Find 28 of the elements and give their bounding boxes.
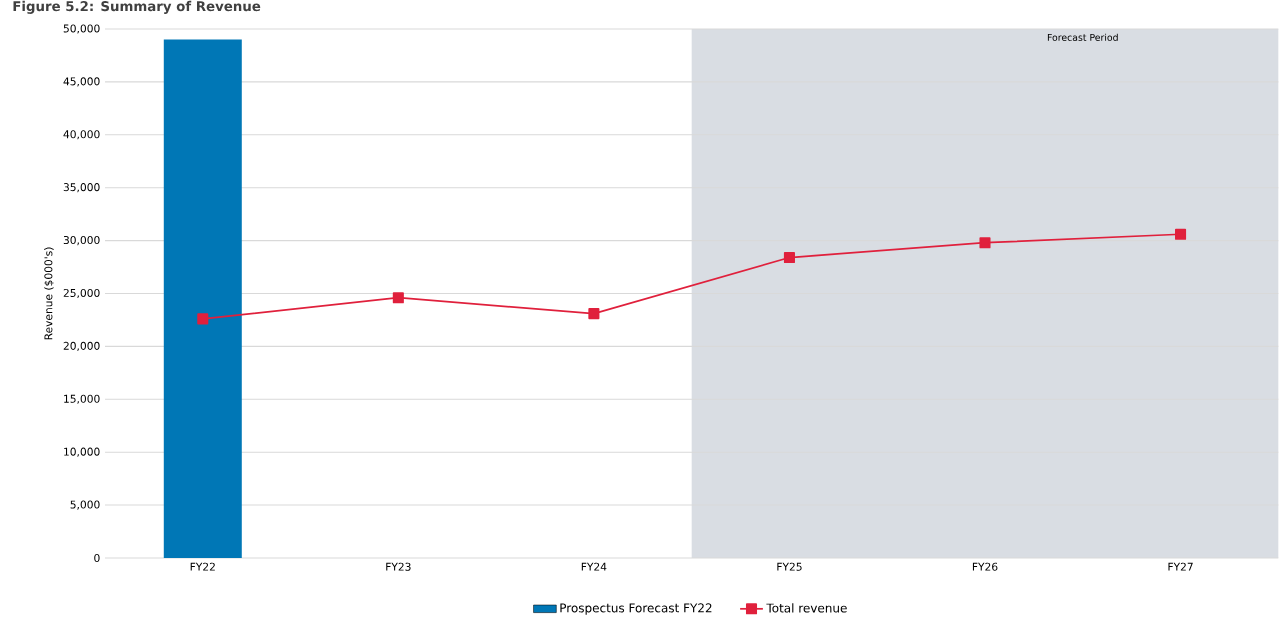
- y-tick-label: 20,000: [63, 341, 100, 351]
- y-tick-label: 50,000: [63, 24, 100, 34]
- y-tick-label: 5,000: [70, 500, 100, 510]
- y-tick-label: 30,000: [63, 236, 100, 246]
- y-tick-label: 40,000: [63, 130, 100, 140]
- x-tick-label: FY22: [190, 562, 215, 571]
- point: [979, 237, 991, 249]
- y-tick-label: 45,000: [63, 77, 100, 87]
- point: [1175, 228, 1187, 240]
- annotation: Forecast Period: [1047, 33, 1118, 41]
- x-tick-label: FY25: [777, 562, 802, 571]
- point: [588, 308, 600, 320]
- y-axis-title: Revenue ($000's): [44, 247, 54, 340]
- chart-title: Figure 5.2: Summary of Revenue: [13, 0, 261, 14]
- x-tick-label: FY23: [386, 562, 411, 571]
- legend-label: Prospectus Forecast FY22: [560, 603, 712, 615]
- point: [392, 292, 404, 304]
- y-tick-label: 25,000: [63, 288, 100, 299]
- y-tick-label: 35,000: [63, 183, 100, 193]
- y-tick-label: 10,000: [64, 447, 100, 457]
- x-tick-label: FY26: [972, 562, 998, 571]
- y-tick-label: 15,000: [64, 394, 100, 404]
- point: [197, 313, 209, 325]
- legend-label: Total revenue: [766, 603, 847, 613]
- x-tick-label: FY27: [1168, 562, 1193, 571]
- y-tick-label: 0: [94, 553, 100, 563]
- x-tick-label: FY24: [581, 562, 607, 571]
- point: [783, 251, 795, 264]
